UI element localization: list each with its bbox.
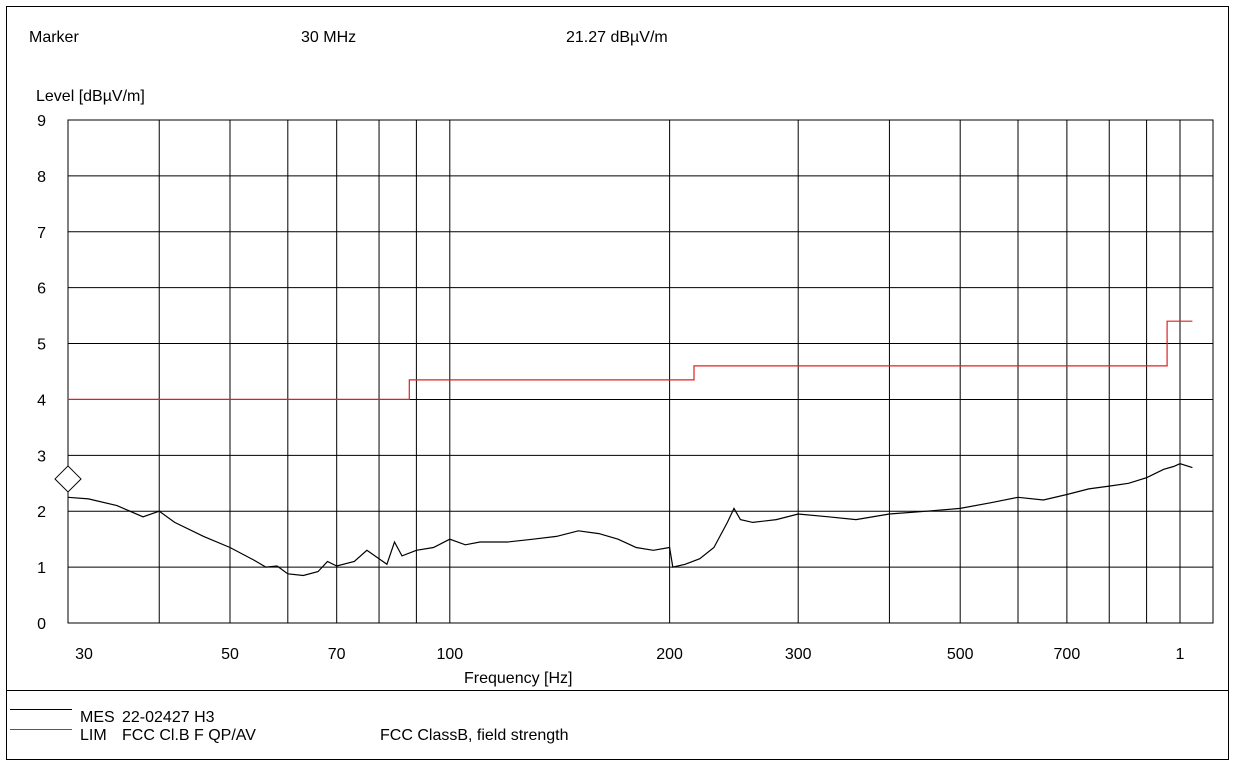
y-axis-title: Level [dBµV/m] [36,88,145,105]
y-tick-label: 6 [37,281,46,298]
x-tick-label: 300 [785,646,812,663]
marker-level: 21.27 dBµV/m [566,29,668,46]
x-tick-label: 100 [436,646,463,663]
legend-mes-tag: MES [80,709,115,726]
legend-lim-text: FCC Cl.B F QP/AV [122,727,256,744]
marker-frequency: 30 MHz [301,29,357,46]
x-tick-label: 1 [1176,646,1185,663]
x-tick-label: 70 [328,646,346,663]
measurement-series-line [67,463,1193,577]
chart-frame [6,6,1229,760]
legend-lim-desc: FCC ClassB, field strength [380,727,569,744]
marker-label: Marker [29,29,79,46]
marker-diamond [54,465,82,493]
legend-swatch-lim [10,729,72,730]
legend-swatch-mes [10,709,72,710]
y-tick-label: 1 [37,560,46,577]
y-tick-label: 7 [37,225,46,242]
legend-lim-tag: LIM [80,727,107,744]
x-tick-label: 700 [1054,646,1081,663]
x-axis-title: Frequency [Hz] [464,670,573,687]
plot-area-border [67,119,1214,624]
y-tick-label: 5 [37,337,46,354]
legend-divider [6,690,1229,691]
x-tick-label: 500 [947,646,974,663]
x-tick-label: 30 [75,646,93,663]
y-tick-label: 0 [37,616,46,633]
y-tick-label: 3 [37,448,46,465]
limit-series-line [68,320,1193,400]
y-tick-label: 2 [37,504,46,521]
y-tick-label: 8 [37,169,46,186]
y-tick-label: 9 [37,113,46,130]
y-tick-label: 4 [37,392,46,409]
legend-mes-text: 22-02427 H3 [122,709,215,726]
x-tick-label: 200 [656,646,683,663]
x-tick-label: 50 [221,646,239,663]
